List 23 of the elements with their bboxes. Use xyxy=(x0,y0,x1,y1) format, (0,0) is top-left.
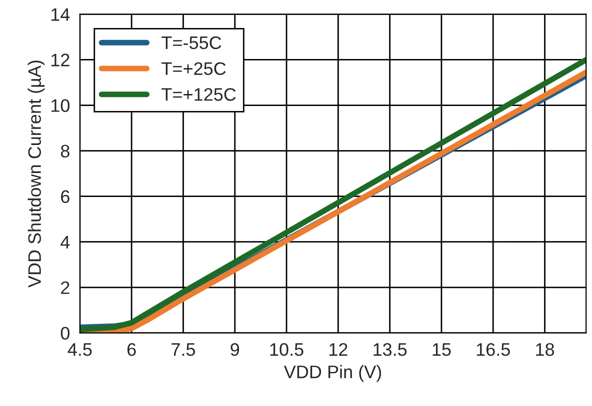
legend-label: T=+125C xyxy=(162,88,236,101)
x-tick-label: 16.5 xyxy=(476,343,510,356)
x-tick-label: 13.5 xyxy=(374,343,407,356)
y-tick-label: 2 xyxy=(61,281,70,294)
y-axis-title: VDD Shutdown Current (µA) xyxy=(28,60,45,288)
legend-label: T=-55C xyxy=(162,36,222,50)
y-tick-label: 10 xyxy=(51,99,70,112)
y-tick-label: 12 xyxy=(51,54,70,66)
x-axis-title: VDD Pin (V) xyxy=(284,365,382,382)
y-tick-label: 6 xyxy=(61,190,70,204)
x-tick-label: 18 xyxy=(536,343,554,356)
x-tick-label: 4.5 xyxy=(68,343,92,356)
y-tick-label: 14 xyxy=(51,8,70,21)
x-tick-label: 7.5 xyxy=(172,343,196,356)
y-tick-label: 8 xyxy=(60,144,70,158)
y-tick-label: 4 xyxy=(60,236,70,248)
x-tick-label: 15 xyxy=(432,343,451,356)
x-tick-label: 10.5 xyxy=(270,343,304,356)
x-tick-label: 12 xyxy=(330,343,348,356)
y-tick-label: 0 xyxy=(60,326,70,340)
x-tick-label: 9 xyxy=(230,343,240,356)
x-tick-label: 6 xyxy=(127,343,136,356)
legend-label: T=+25C xyxy=(162,62,226,75)
